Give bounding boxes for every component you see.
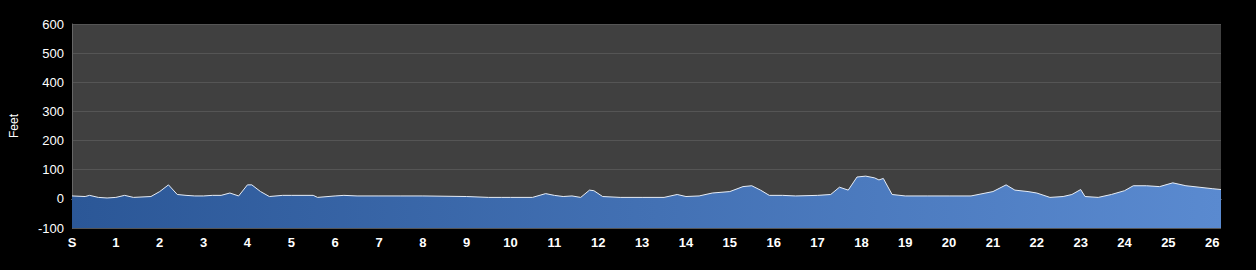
svg-text:16: 16: [766, 235, 780, 250]
svg-text:200: 200: [42, 133, 64, 148]
svg-text:19: 19: [898, 235, 912, 250]
svg-text:5: 5: [288, 235, 295, 250]
svg-text:20: 20: [942, 235, 956, 250]
svg-text:6: 6: [332, 235, 339, 250]
svg-text:Feet: Feet: [7, 113, 21, 138]
svg-text:8: 8: [419, 235, 426, 250]
svg-text:14: 14: [679, 235, 694, 250]
svg-text:9: 9: [463, 235, 470, 250]
svg-text:26: 26: [1205, 235, 1219, 250]
svg-text:0: 0: [57, 191, 64, 206]
svg-text:12: 12: [591, 235, 605, 250]
svg-text:13: 13: [635, 235, 649, 250]
svg-text:4: 4: [244, 235, 252, 250]
svg-text:10: 10: [503, 235, 517, 250]
svg-text:400: 400: [42, 75, 64, 90]
svg-text:1: 1: [112, 235, 119, 250]
svg-text:15: 15: [723, 235, 737, 250]
svg-text:18: 18: [854, 235, 868, 250]
svg-text:21: 21: [986, 235, 1000, 250]
svg-text:7: 7: [375, 235, 382, 250]
svg-text:S: S: [68, 235, 77, 250]
svg-text:11: 11: [548, 235, 562, 250]
svg-text:500: 500: [42, 46, 64, 61]
svg-text:100: 100: [42, 162, 64, 177]
svg-text:22: 22: [1030, 235, 1044, 250]
svg-text:600: 600: [42, 17, 64, 32]
svg-text:24: 24: [1117, 235, 1132, 250]
svg-text:2: 2: [156, 235, 163, 250]
svg-text:3: 3: [200, 235, 207, 250]
svg-text:-100: -100: [38, 221, 64, 236]
svg-text:23: 23: [1073, 235, 1087, 250]
svg-text:300: 300: [42, 104, 64, 119]
svg-text:17: 17: [810, 235, 824, 250]
svg-text:25: 25: [1161, 235, 1175, 250]
